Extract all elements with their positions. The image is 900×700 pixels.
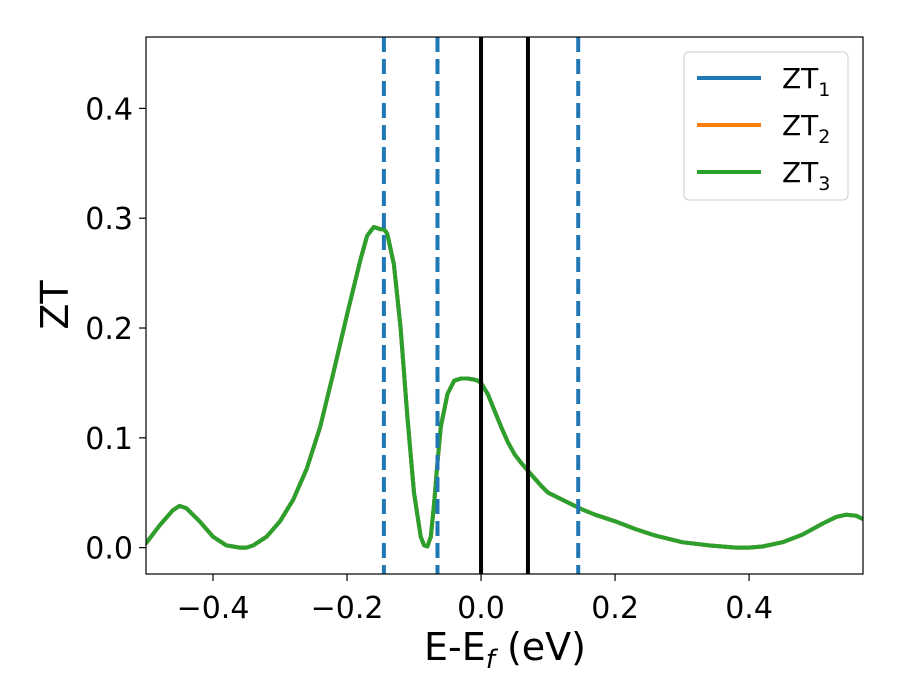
x-tick-label: −0.4 — [177, 591, 250, 626]
plot-area-frame — [145, 36, 864, 575]
legend-label-2: ZT2 — [782, 109, 830, 148]
y-tick-label: 0.3 — [85, 202, 133, 237]
x-tick-label: 0.0 — [457, 591, 505, 626]
x-axis-label: E-Ef (eV) — [424, 625, 586, 675]
y-axis-ticks: 0.0 0.1 0.2 0.3 0.4 — [85, 92, 146, 567]
legend-label-1: ZT1 — [782, 62, 830, 101]
y-tick-label: 0.0 — [85, 532, 133, 567]
series-line-3 — [146, 225, 863, 550]
legend-box — [683, 51, 849, 201]
y-axis-label: ZT — [33, 280, 77, 330]
legend-label-3: ZT3 — [782, 156, 830, 195]
series-lines — [146, 225, 863, 550]
x-tick-label: −0.2 — [311, 591, 384, 626]
reference-lines — [381, 37, 581, 574]
y-tick-label: 0.4 — [85, 92, 133, 127]
legend: ZT1 ZT2 ZT3 — [683, 51, 849, 201]
series-line-1 — [146, 225, 863, 550]
y-tick-label: 0.2 — [85, 312, 133, 347]
series-line-2 — [146, 225, 863, 550]
x-tick-label: 0.2 — [591, 591, 639, 626]
x-tick-label: 0.4 — [725, 591, 773, 626]
x-axis-ticks: −0.4 −0.2 0.0 0.2 0.4 — [177, 574, 773, 626]
y-tick-label: 0.1 — [85, 422, 133, 457]
